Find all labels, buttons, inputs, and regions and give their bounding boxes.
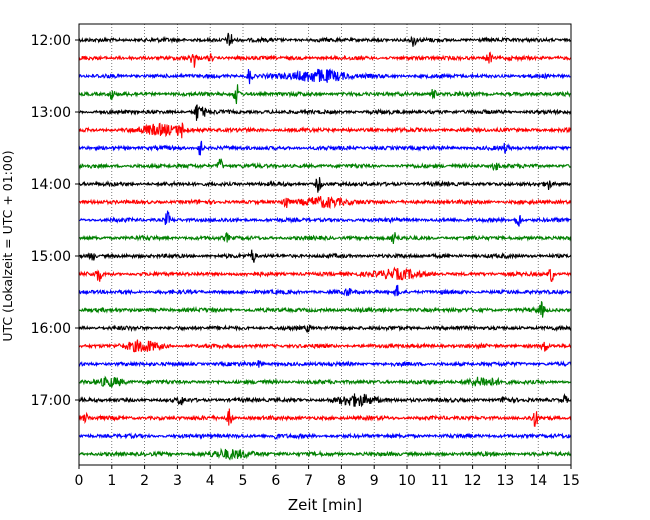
trace-1315 xyxy=(78,122,572,139)
trace-1415 xyxy=(78,196,572,210)
y-tick-label: 13:00 xyxy=(31,105,71,121)
x-tick-label: 3 xyxy=(173,473,182,489)
trace-1330 xyxy=(78,140,572,156)
trace-1430 xyxy=(78,210,572,227)
trace-1630 xyxy=(78,360,572,368)
y-tick-label: 12:00 xyxy=(31,33,71,49)
trace-1215 xyxy=(78,51,572,68)
trace-1600 xyxy=(78,324,572,334)
trace-1515 xyxy=(78,266,572,282)
trace-1700 xyxy=(78,392,572,408)
y-tick-label: 17:00 xyxy=(31,393,71,409)
trace-1530 xyxy=(78,284,572,297)
y-tick-label: 14:00 xyxy=(31,177,71,193)
x-axis-ticks: 0 1 2 3 4 5 6 7 8 9 10 11 12 13 14 15 xyxy=(75,465,580,489)
trace-1715 xyxy=(78,408,572,428)
trace-1345 xyxy=(78,158,572,172)
x-tick-label: 8 xyxy=(337,473,346,489)
plot-frame xyxy=(78,23,572,466)
x-tick-label: 12 xyxy=(464,473,482,489)
trace-1400 xyxy=(78,177,572,193)
x-tick-label: 1 xyxy=(107,473,116,489)
y-axis-ticks: 12:00 13:00 14:00 15:00 16:00 17:00 xyxy=(31,33,79,409)
trace-1300 xyxy=(78,104,572,121)
x-tick-label: 2 xyxy=(140,473,149,489)
y-tick-label: 16:00 xyxy=(31,321,71,337)
trace-1615 xyxy=(78,339,572,353)
trace-1445 xyxy=(78,231,572,245)
seismic-traces xyxy=(78,32,572,461)
x-tick-label: 9 xyxy=(370,473,379,489)
x-tick-label: 15 xyxy=(562,473,580,489)
x-tick-label: 11 xyxy=(431,473,449,489)
trace-1545 xyxy=(78,301,572,318)
trace-1745 xyxy=(78,447,572,461)
trace-1200 xyxy=(78,32,572,47)
trace-1645 xyxy=(78,375,572,389)
x-tick-label: 6 xyxy=(271,473,280,489)
x-tick-label: 5 xyxy=(239,473,248,489)
trace-1230 xyxy=(78,68,572,85)
trace-1245 xyxy=(78,84,572,105)
x-tick-label: 7 xyxy=(304,473,313,489)
x-tick-label: 0 xyxy=(75,473,84,489)
trace-1500 xyxy=(78,249,572,263)
x-tick-label: 14 xyxy=(529,473,547,489)
x-axis-label: Zeit [min] xyxy=(288,496,362,514)
y-axis-label: UTC (Lokalzeit = UTC + 01:00) xyxy=(0,150,15,341)
trace-1730 xyxy=(78,432,572,441)
x-tick-label: 13 xyxy=(496,473,514,489)
x-tick-label: 4 xyxy=(206,473,215,489)
x-tick-label: 10 xyxy=(398,473,416,489)
y-tick-label: 15:00 xyxy=(31,249,71,265)
